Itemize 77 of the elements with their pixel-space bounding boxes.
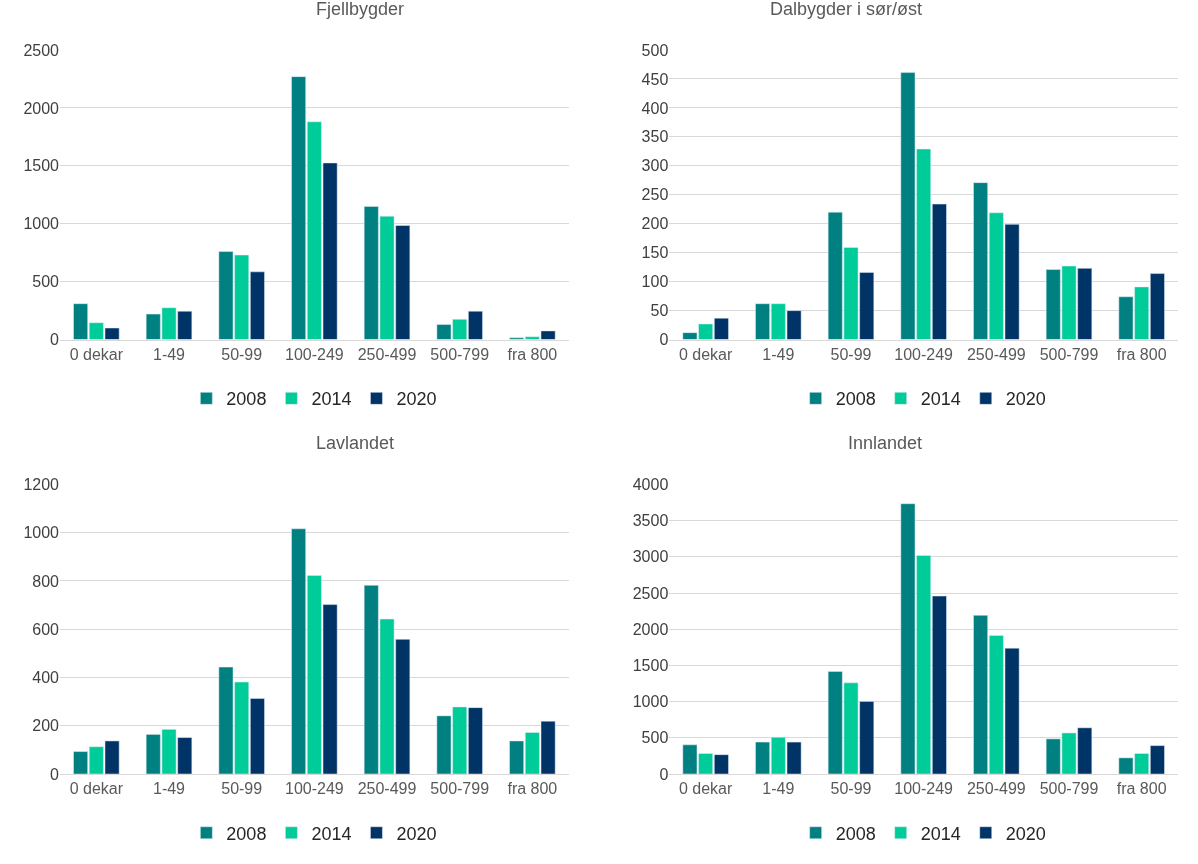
legend-label: 2020 [396, 823, 437, 844]
x-tick-label: 250-499 [357, 345, 417, 363]
legend-label: 2008 [226, 823, 267, 844]
y-tick-label: 300 [641, 157, 669, 175]
y-tick-label: 4000 [632, 476, 669, 493]
x-tick-label: 100-249 [894, 780, 954, 798]
x-tick-label: 50-99 [221, 780, 263, 798]
x-tick-label: fra 800 [1116, 345, 1167, 363]
y-tick-label: 400 [32, 669, 60, 687]
x-tick-label: 250-499 [357, 780, 417, 798]
x-tick-label: 250-499 [966, 780, 1026, 798]
y-tick-label: 200 [32, 717, 60, 735]
x-tick-label: 500-799 [1039, 780, 1099, 798]
chart-title: Dalbygder i sør/øst [770, 0, 923, 19]
x-tick-label: 1-49 [152, 780, 186, 798]
y-tick-label: 1000 [23, 524, 60, 542]
x-tick-label: 100-249 [284, 780, 344, 798]
y-tick-label: 3500 [632, 512, 669, 530]
x-tick-label: 50-99 [830, 345, 872, 363]
y-tick-label: 1200 [23, 476, 60, 493]
y-tick-label: 350 [641, 128, 669, 146]
y-tick-label: 0 [659, 331, 669, 349]
x-tick-label: 50-99 [830, 780, 872, 798]
y-tick-label: 2000 [23, 99, 60, 117]
legend-label: 2008 [835, 389, 876, 410]
x-tick-label: 0 dekar [69, 345, 124, 363]
y-tick-label: 100 [641, 273, 669, 291]
legend-label: 2020 [1005, 823, 1046, 844]
y-tick-label: 50 [650, 302, 669, 320]
y-tick-label: 150 [641, 244, 669, 262]
y-tick-label: 1000 [23, 215, 60, 233]
y-tick-label: 1500 [632, 657, 669, 674]
y-tick-label: 0 [659, 765, 669, 783]
legend-label: 2020 [396, 389, 437, 410]
y-tick-label: 450 [641, 70, 669, 88]
y-tick-label: 2500 [632, 584, 669, 602]
x-tick-label: 50-99 [221, 345, 263, 363]
legend-label: 2020 [1005, 389, 1046, 410]
y-tick-label: 400 [641, 99, 669, 117]
chart-title: Fjellbygder [316, 0, 405, 19]
legend-label: 2014 [311, 389, 352, 410]
y-tick-label: 0 [50, 765, 60, 783]
x-tick-label: fra 800 [1116, 780, 1167, 798]
x-tick-label: 500-799 [430, 345, 490, 363]
chart-title: Innlandet [848, 433, 923, 453]
x-tick-label: 100-249 [894, 345, 954, 363]
y-tick-label: 0 [50, 331, 60, 349]
y-tick-label: 3000 [632, 548, 669, 566]
x-tick-label: 100-249 [284, 345, 344, 363]
y-tick-label: 1000 [632, 693, 669, 711]
x-tick-label: 1-49 [762, 345, 795, 363]
y-tick-label: 250 [641, 186, 669, 204]
legend-label: 2014 [311, 823, 352, 844]
legend-label: 2014 [920, 823, 961, 844]
y-tick-label: 500 [641, 729, 669, 747]
y-tick-label: 600 [32, 620, 60, 638]
y-tick-label: 2500 [23, 41, 60, 59]
x-tick-label: fra 800 [507, 780, 558, 798]
chart-title: Lavlandet [316, 433, 395, 453]
y-tick-label: 1500 [23, 157, 60, 175]
y-tick-label: 200 [641, 215, 669, 233]
x-tick-label: 1-49 [762, 780, 795, 798]
x-tick-label: 0 dekar [69, 780, 124, 798]
x-tick-label: 500-799 [430, 780, 490, 798]
y-tick-label: 500 [32, 273, 60, 291]
x-tick-label: 0 dekar [678, 345, 733, 363]
y-tick-label: 2000 [632, 620, 669, 638]
x-tick-label: fra 800 [507, 345, 558, 363]
y-tick-label: 500 [641, 41, 669, 59]
x-tick-label: 1-49 [152, 345, 186, 363]
legend-label: 2008 [835, 823, 876, 844]
y-tick-label: 800 [32, 572, 60, 590]
x-tick-label: 0 dekar [678, 780, 733, 798]
x-tick-label: 250-499 [966, 345, 1026, 363]
x-tick-label: 500-799 [1039, 345, 1099, 363]
legend-label: 2008 [226, 389, 267, 410]
legend-label: 2014 [920, 389, 961, 410]
